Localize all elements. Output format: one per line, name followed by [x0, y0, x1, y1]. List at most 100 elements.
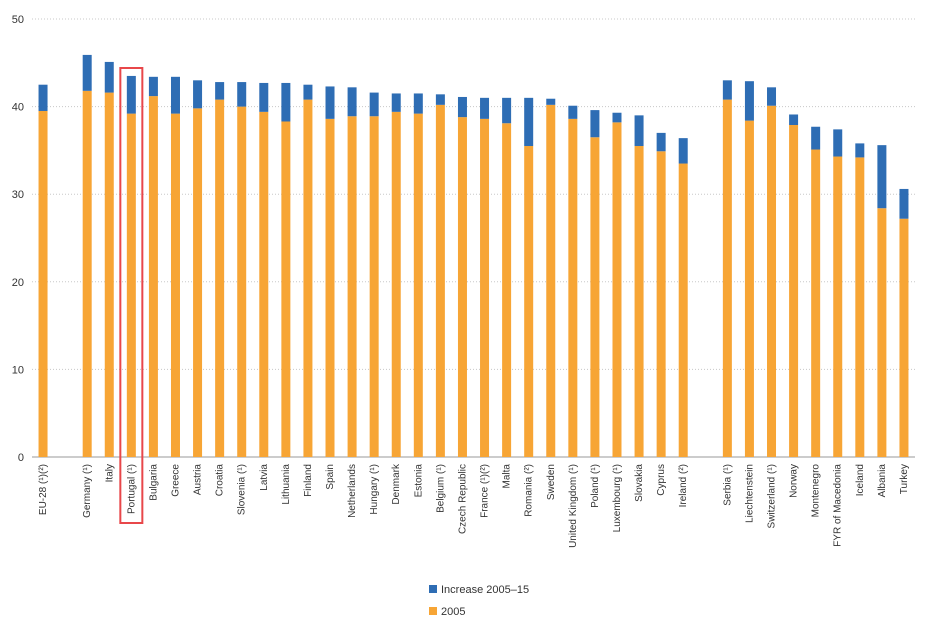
bar-2005 [811, 149, 821, 458]
bar-increase [855, 143, 865, 158]
bar-2005 [634, 146, 644, 457]
x-tick-label: Ireland (²) [678, 464, 689, 507]
bar-2005 [413, 113, 423, 457]
x-tick-label: Albania [877, 464, 888, 498]
x-tick-label: Italy [104, 464, 115, 482]
bar-2005 [656, 151, 666, 457]
x-tick-label: Netherlands [347, 464, 358, 518]
bar-increase [744, 81, 754, 121]
x-tick-label: Luxembourg (¹) [612, 464, 623, 532]
x-axis-ticks: EU-28 (¹)(²) Germany (¹) Italy Portugal (¹)… [38, 463, 910, 548]
bar-2005 [303, 99, 313, 457]
x-tick-label: Serbia (¹) [722, 464, 733, 506]
bar-increase [899, 188, 909, 219]
x-tick-label: Slovakia [634, 464, 645, 502]
bar-increase [391, 93, 401, 112]
bar-2005 [524, 146, 534, 457]
bar-increase [126, 75, 136, 114]
bar-2005 [899, 218, 909, 457]
x-tick-label: France (¹)(²) [480, 464, 491, 518]
gridlines [32, 18, 915, 458]
bar-increase [193, 80, 203, 109]
y-tick-label: 50 [12, 14, 24, 26]
bar-2005 [435, 104, 445, 458]
bar-2005 [877, 208, 887, 457]
bar-2005 [722, 99, 732, 457]
x-tick-label: Liechtenstein [744, 464, 755, 523]
bar-increase [811, 126, 821, 150]
bar-increase [413, 93, 423, 114]
bar-2005 [855, 157, 865, 457]
x-tick-label: Slovenia (¹) [237, 464, 248, 515]
bar-2005 [193, 108, 203, 458]
x-tick-label: Austria [193, 464, 204, 496]
bar-increase [502, 97, 512, 124]
x-tick-label: Finland [303, 464, 314, 497]
x-tick-label: Belgium (¹) [435, 464, 446, 513]
bar-increase [303, 84, 313, 100]
bar-increase [590, 110, 600, 138]
x-tick-label: Iceland [855, 464, 866, 496]
bar-increase [435, 94, 445, 105]
legend-swatch-increase [429, 585, 437, 593]
bar-increase [281, 82, 291, 122]
bar-2005 [502, 123, 512, 457]
bar-2005 [612, 122, 622, 458]
bar-2005 [325, 118, 335, 457]
bar-increase [259, 82, 269, 112]
bar-2005 [259, 111, 269, 457]
bar-increase [656, 132, 666, 152]
x-tick-label: Romania (²) [524, 464, 535, 517]
bar-increase [877, 145, 887, 209]
x-tick-label: Switzerland (¹) [767, 464, 778, 528]
x-tick-label: Denmark [391, 463, 402, 505]
bar-increase [148, 76, 158, 97]
bar-2005 [38, 110, 48, 457]
bar-increase [457, 96, 467, 118]
bar-2005 [744, 120, 754, 457]
bar-increase [325, 86, 335, 119]
bar-increase [38, 84, 48, 111]
y-axis-ticks: 0 10 20 30 40 50 [12, 14, 24, 464]
x-tick-label: Greece [170, 464, 181, 497]
bar-increase [347, 87, 357, 117]
bar-2005 [170, 113, 180, 457]
bar-2005 [82, 90, 92, 457]
bar-increase [215, 82, 225, 100]
bar-increase [369, 92, 379, 117]
bar-2005 [148, 96, 158, 457]
bar-2005 [215, 99, 225, 457]
x-tick-label: Portugal (¹) [126, 464, 137, 514]
legend-label-increase: Increase 2005–15 [441, 584, 529, 596]
x-tick-label: Norway [789, 464, 800, 498]
highlight-box-layer [119, 67, 144, 524]
bar-2005 [678, 163, 688, 458]
x-tick-label: Turkey [899, 464, 910, 494]
legend-swatch-2005 [429, 607, 437, 615]
x-tick-label: Bulgaria [148, 464, 159, 501]
y-tick-label: 40 [12, 102, 24, 114]
bar-2005 [568, 118, 578, 457]
bar-increase [546, 98, 556, 105]
bar-2005 [347, 116, 357, 458]
bar-increase [237, 82, 247, 107]
y-tick-label: 0 [18, 452, 24, 464]
bar-2005 [104, 92, 114, 458]
bar-2005 [480, 118, 490, 457]
bar-increase [568, 105, 578, 119]
bar-increase [612, 112, 622, 123]
bar-increase [678, 138, 688, 164]
legend-label-2005: 2005 [441, 606, 465, 618]
bar-2005 [391, 111, 401, 457]
bar-2005 [833, 156, 843, 458]
y-tick-label: 30 [12, 189, 24, 201]
bar-2005 [369, 116, 379, 458]
bar-increase [789, 114, 799, 125]
x-tick-label: Germany (¹) [82, 464, 93, 518]
bar-2005 [126, 113, 136, 457]
bars [38, 54, 909, 458]
legend: Increase 2005–15 2005 [429, 584, 529, 618]
x-tick-label: EU-28 (¹)(²) [38, 464, 49, 515]
y-tick-label: 10 [12, 364, 24, 376]
